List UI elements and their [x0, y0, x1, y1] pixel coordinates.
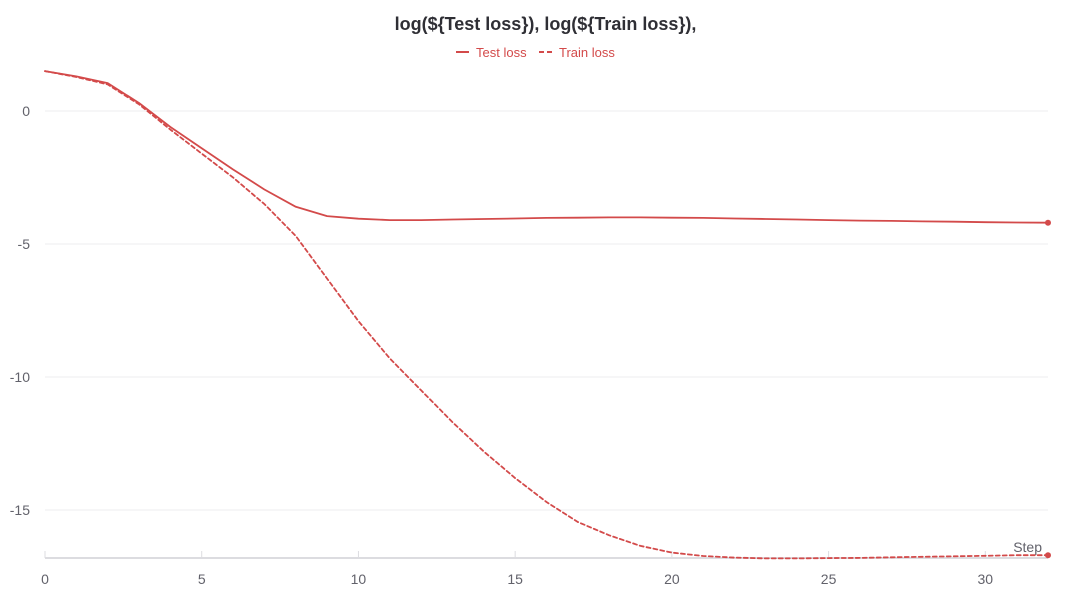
- x-tick-label: 25: [821, 571, 837, 587]
- y-tick-label: -10: [10, 369, 30, 385]
- x-tick-label: 30: [978, 571, 994, 587]
- legend-item-test-loss[interactable]: Test loss: [456, 45, 527, 60]
- y-tick-label: -5: [18, 236, 31, 252]
- y-tick-label: 0: [22, 103, 30, 119]
- legend-item-train-loss[interactable]: Train loss: [539, 45, 615, 60]
- x-tick-label: 10: [351, 571, 367, 587]
- x-tick-label: 15: [507, 571, 523, 587]
- x-tick-label: 20: [664, 571, 680, 587]
- series-endpoint-train-loss: [1045, 552, 1051, 559]
- series-line-train-loss: [44, 70, 1049, 560]
- chart-title: log(${Test loss}), log(${Train loss}),: [394, 14, 697, 34]
- y-tick-label: -15: [10, 502, 30, 518]
- series-line-test-loss: [44, 70, 1049, 224]
- x-tick-label: 0: [41, 571, 49, 587]
- x-tick-label: 5: [198, 571, 206, 587]
- legend-label: Train loss: [559, 45, 615, 60]
- legend-label: Test loss: [476, 45, 527, 60]
- series-endpoint-test-loss: [1045, 219, 1051, 226]
- x-axis-label: Step: [1013, 539, 1042, 555]
